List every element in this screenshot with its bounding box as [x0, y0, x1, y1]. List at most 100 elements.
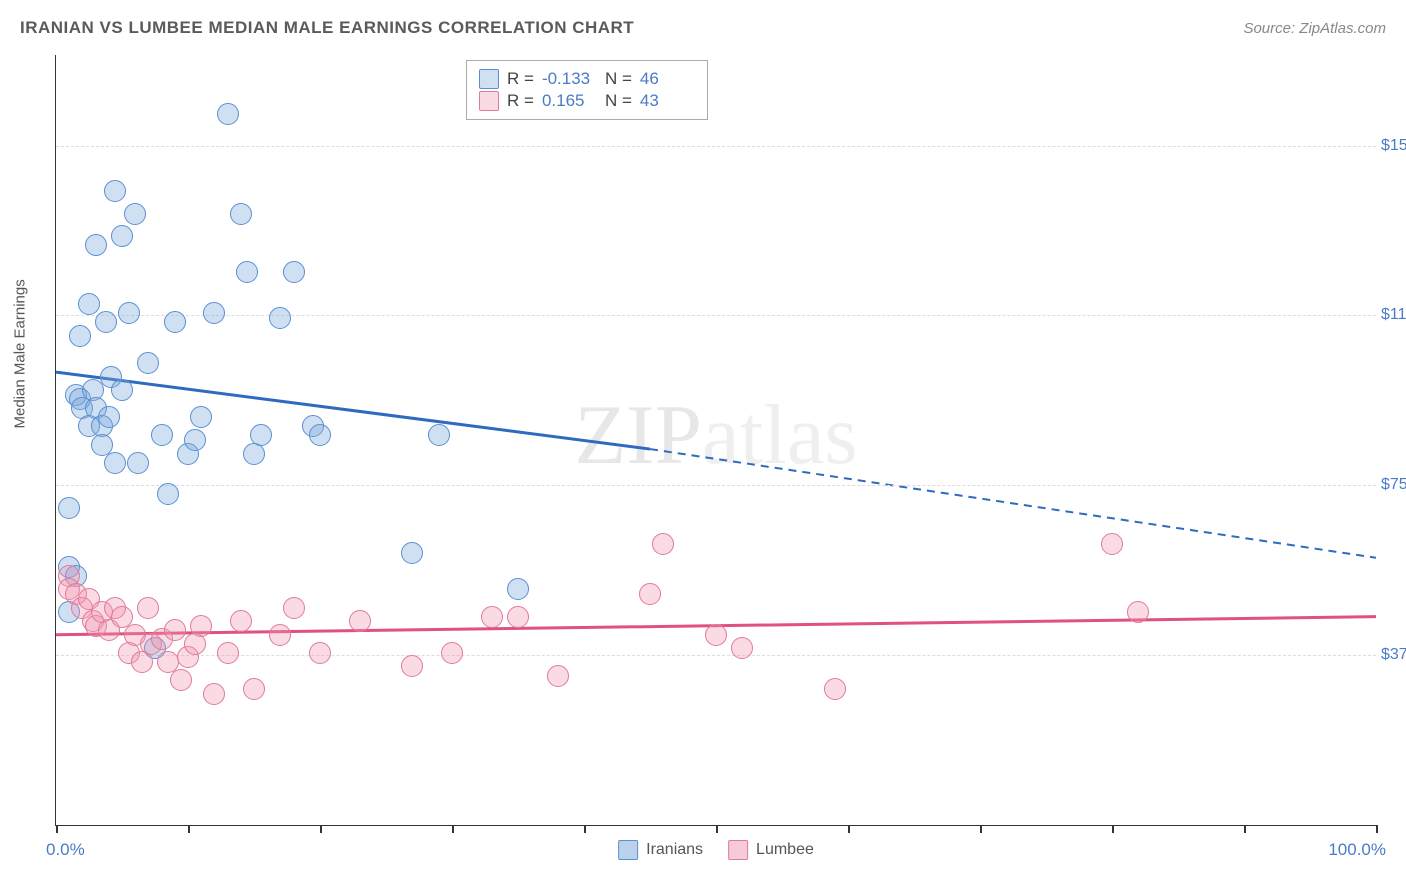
- data-point: [236, 261, 258, 283]
- gridline: [56, 315, 1376, 316]
- x-tick: [56, 825, 58, 833]
- data-point: [250, 424, 272, 446]
- x-tick: [1376, 825, 1378, 833]
- watermark: ZIPatlas: [574, 386, 857, 484]
- data-point: [217, 642, 239, 664]
- data-point: [118, 302, 140, 324]
- stat-n-value: 43: [640, 91, 695, 111]
- data-point: [58, 497, 80, 519]
- legend-swatch: [618, 840, 638, 860]
- data-point: [639, 583, 661, 605]
- y-axis-label: Median Male Earnings: [12, 279, 29, 428]
- x-tick: [1112, 825, 1114, 833]
- gridline: [56, 655, 1376, 656]
- data-point: [104, 180, 126, 202]
- legend-label: Lumbee: [756, 841, 814, 859]
- data-point: [283, 597, 305, 619]
- data-point: [95, 311, 117, 333]
- chart-header: IRANIAN VS LUMBEE MEDIAN MALE EARNINGS C…: [20, 18, 1386, 38]
- trendline-dashed: [650, 449, 1376, 558]
- data-point: [269, 624, 291, 646]
- x-axis-min-label: 0.0%: [46, 840, 85, 860]
- data-point: [124, 203, 146, 225]
- legend-item: Iranians: [618, 840, 703, 860]
- data-point: [111, 379, 133, 401]
- data-point: [349, 610, 371, 632]
- data-point: [309, 642, 331, 664]
- x-tick: [320, 825, 322, 833]
- data-point: [151, 424, 173, 446]
- data-point: [1127, 601, 1149, 623]
- data-point: [85, 234, 107, 256]
- data-point: [217, 103, 239, 125]
- data-point: [428, 424, 450, 446]
- data-point: [203, 683, 225, 705]
- data-point: [190, 615, 212, 637]
- source-label: Source: ZipAtlas.com: [1243, 20, 1386, 37]
- data-point: [203, 302, 225, 324]
- data-point: [190, 406, 212, 428]
- legend-swatch: [728, 840, 748, 860]
- data-point: [507, 606, 529, 628]
- stat-n-label: N =: [605, 91, 632, 111]
- data-point: [69, 325, 91, 347]
- legend-swatch: [479, 91, 499, 111]
- data-point: [1101, 533, 1123, 555]
- data-point: [127, 452, 149, 474]
- gridline: [56, 146, 1376, 147]
- data-point: [283, 261, 305, 283]
- legend-label: Iranians: [646, 841, 703, 859]
- data-point: [481, 606, 503, 628]
- data-point: [137, 352, 159, 374]
- data-point: [507, 578, 529, 600]
- data-point: [164, 619, 186, 641]
- stat-n-label: N =: [605, 69, 632, 89]
- data-point: [104, 452, 126, 474]
- data-point: [230, 203, 252, 225]
- data-point: [230, 610, 252, 632]
- data-point: [401, 542, 423, 564]
- stat-r-value: -0.133: [542, 69, 597, 89]
- x-tick: [1244, 825, 1246, 833]
- x-tick: [188, 825, 190, 833]
- data-point: [441, 642, 463, 664]
- y-tick-label: $37,500: [1381, 646, 1406, 664]
- data-point: [243, 678, 265, 700]
- data-point: [309, 424, 331, 446]
- data-point: [824, 678, 846, 700]
- data-point: [98, 406, 120, 428]
- trendline-solid: [56, 372, 650, 449]
- legend-item: Lumbee: [728, 840, 814, 860]
- data-point: [401, 655, 423, 677]
- x-tick: [584, 825, 586, 833]
- data-point: [269, 307, 291, 329]
- y-tick-label: $112,500: [1381, 306, 1406, 324]
- x-tick: [848, 825, 850, 833]
- data-point: [157, 483, 179, 505]
- stat-r-value: 0.165: [542, 91, 597, 111]
- gridline: [56, 485, 1376, 486]
- data-point: [170, 669, 192, 691]
- y-tick-label: $150,000: [1381, 137, 1406, 155]
- stats-legend-row: R =-0.133N =46: [479, 69, 695, 89]
- x-tick: [716, 825, 718, 833]
- chart-title: IRANIAN VS LUMBEE MEDIAN MALE EARNINGS C…: [20, 18, 634, 38]
- data-point: [78, 293, 100, 315]
- y-tick-label: $75,000: [1381, 476, 1406, 494]
- x-tick: [980, 825, 982, 833]
- data-point: [705, 624, 727, 646]
- chart-container: IRANIAN VS LUMBEE MEDIAN MALE EARNINGS C…: [0, 0, 1406, 892]
- stat-n-value: 46: [640, 69, 695, 89]
- legend-swatch: [479, 69, 499, 89]
- data-point: [547, 665, 569, 687]
- stat-r-label: R =: [507, 91, 534, 111]
- x-tick: [452, 825, 454, 833]
- data-point: [731, 637, 753, 659]
- x-axis-max-label: 100.0%: [1328, 840, 1386, 860]
- data-point: [652, 533, 674, 555]
- stats-legend-row: R = 0.165 N = 43: [479, 91, 695, 111]
- data-point: [164, 311, 186, 333]
- stats-legend: R = -0.133 N = 46R = 0.165 N = 43: [466, 60, 708, 120]
- data-point: [111, 225, 133, 247]
- data-point: [137, 597, 159, 619]
